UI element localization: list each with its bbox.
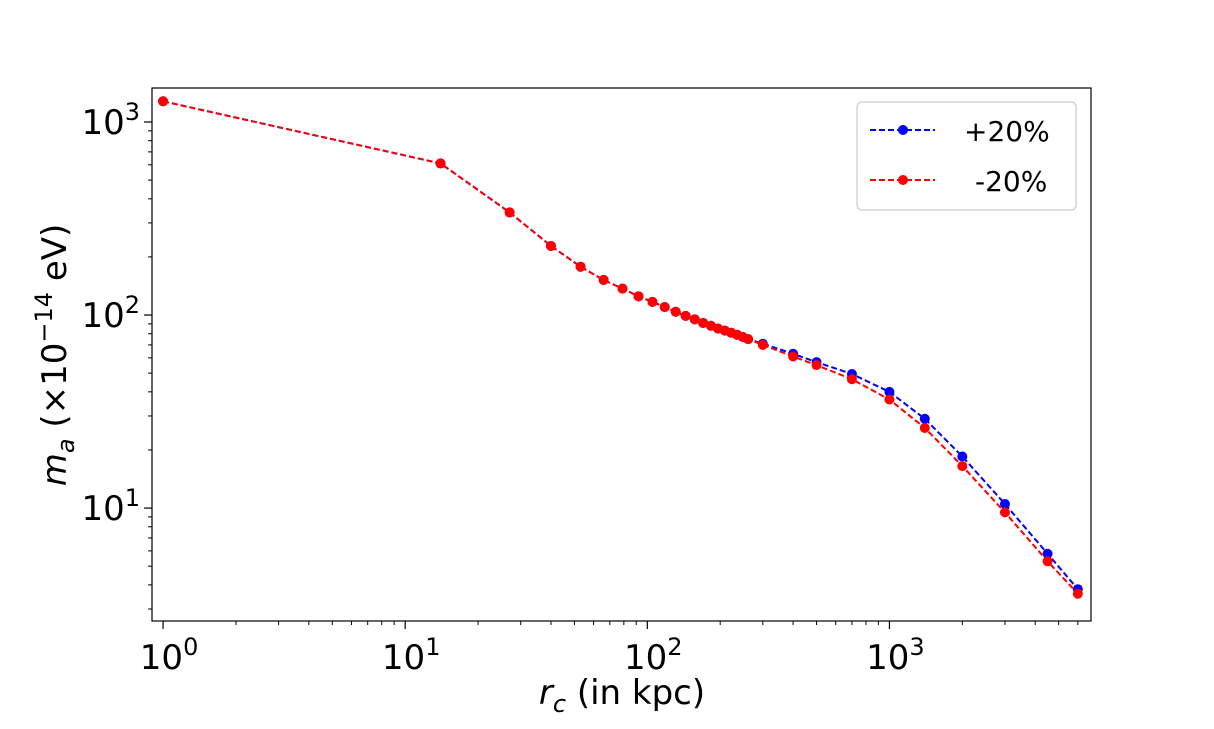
legend-marker-plus20	[898, 125, 908, 135]
series-point-1-29	[1042, 556, 1053, 567]
x-tick-label-0: 100	[140, 633, 199, 678]
series-point-1-9	[659, 302, 670, 313]
series-point-1-11	[680, 310, 691, 321]
series-point-1-3	[545, 240, 556, 251]
series-point-0-26	[919, 413, 930, 424]
ticks-layer: 100 101 102 103 101 102 103	[81, 98, 1079, 678]
y-tick-label-0: 101	[81, 484, 140, 529]
x-axis-title: rc (in kpc)	[539, 673, 705, 718]
series-point-1-26	[919, 422, 930, 433]
x-axis-sub: c	[553, 690, 566, 718]
series-point-1-1	[435, 158, 446, 169]
series-point-1-25	[884, 394, 895, 405]
series-layer	[158, 96, 1083, 599]
series-point-1-8	[647, 296, 658, 307]
series-point-1-6	[617, 283, 628, 294]
y-axis-post: eV)	[35, 224, 75, 292]
series-point-1-7	[633, 291, 644, 302]
series-point-1-13	[698, 317, 709, 328]
legend-label-minus20: -20%	[975, 165, 1047, 198]
series-point-1-10	[670, 306, 681, 317]
series-point-1-0	[158, 96, 169, 107]
series-point-1-28	[999, 507, 1010, 518]
series-point-1-21	[757, 339, 768, 350]
series-point-0-27	[957, 451, 968, 462]
plot-frame	[151, 87, 1092, 622]
legend-label-plus20: +20%	[964, 115, 1050, 148]
series-point-0-28	[999, 498, 1010, 509]
x-tick-label-1: 101	[382, 633, 441, 678]
series-point-1-30	[1072, 588, 1083, 599]
x-axis-var: r	[539, 673, 555, 713]
series-point-1-12	[689, 314, 700, 325]
y-axis-title: ma (×10−14 eV)	[30, 224, 80, 487]
series-point-1-23	[811, 360, 822, 371]
series-point-0-29	[1042, 548, 1053, 559]
series-point-1-22	[788, 351, 799, 362]
series-point-0-25	[884, 386, 895, 397]
series-point-1-2	[504, 207, 515, 218]
x-tick-label-2: 102	[624, 633, 683, 678]
y-tick-label-1: 102	[81, 291, 140, 336]
series-point-1-5	[598, 274, 609, 285]
series-point-1-20	[743, 334, 754, 345]
y-tick-label-2: 103	[81, 98, 140, 143]
series-point-1-27	[957, 461, 968, 472]
legend: +20% -20%	[856, 101, 1077, 211]
y-axis-sub: a	[52, 438, 80, 453]
series-point-1-24	[846, 374, 857, 385]
y-axis-pre: (×10	[35, 343, 75, 439]
y-axis-exp: −14	[30, 292, 58, 343]
x-tick-label-3: 103	[866, 633, 925, 678]
x-axis-rest: (in kpc)	[566, 673, 705, 713]
series-point-1-4	[575, 261, 586, 272]
y-axis-var: m	[35, 453, 75, 486]
legend-marker-minus20	[898, 175, 908, 185]
